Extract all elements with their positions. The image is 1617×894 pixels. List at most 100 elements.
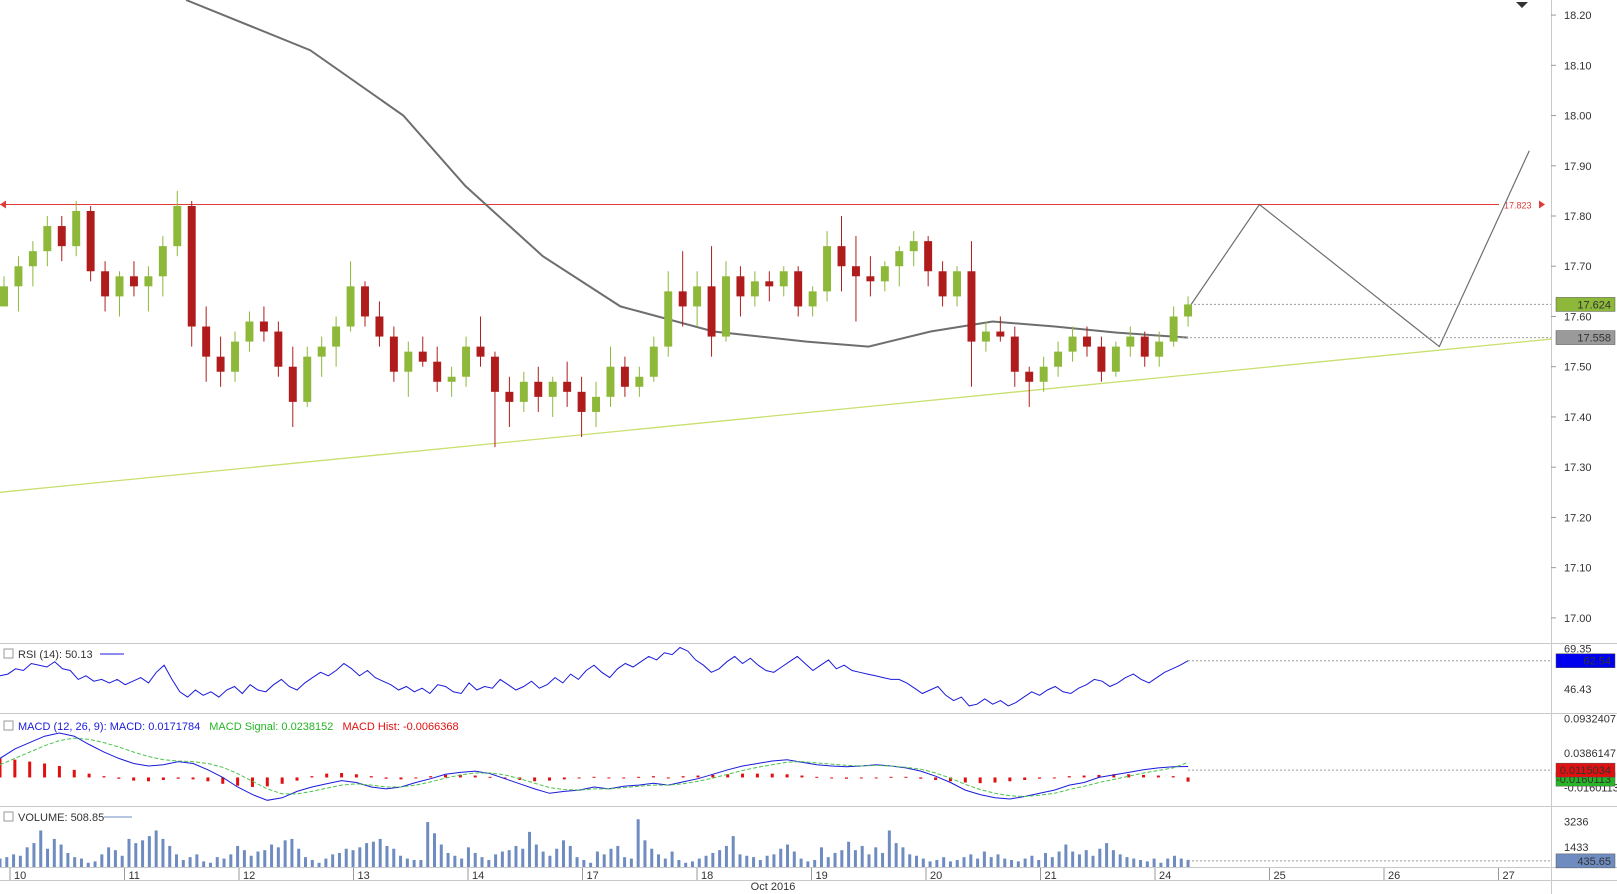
price-y-tick-label: 17.70 — [1564, 261, 1592, 273]
volume-panel[interactable] — [0, 819, 1551, 867]
candle — [115, 271, 124, 317]
macd-legend[interactable]: MACD (12, 26, 9): MACD: 0.0171784 MACD S… — [3, 720, 459, 733]
macd-panel[interactable] — [0, 732, 1551, 801]
candle — [144, 266, 153, 312]
candle — [678, 251, 687, 327]
candle — [346, 261, 355, 332]
volume-bar — [113, 850, 117, 867]
macd-hist-bar — [696, 775, 700, 778]
candle — [57, 216, 66, 262]
volume-bar — [195, 854, 199, 867]
macd-hist-bar — [904, 776, 908, 778]
macd-hist-bar — [1038, 777, 1042, 779]
volume-bar — [731, 836, 735, 867]
volume-bar — [561, 840, 565, 867]
volume-bar — [405, 858, 409, 867]
candle — [1097, 336, 1106, 382]
candle — [895, 246, 904, 287]
volume-bar — [25, 847, 29, 867]
volume-bar — [867, 854, 871, 867]
candle-body — [418, 351, 427, 362]
volume-bar — [236, 845, 240, 867]
volume-bar — [371, 841, 375, 867]
candle — [909, 231, 918, 267]
rsi-panel[interactable] — [0, 646, 1551, 707]
volume-bar — [1050, 857, 1054, 867]
last-price-label-text: 17.624 — [1577, 299, 1611, 311]
volume-legend[interactable]: VOLUME: 508.85 — [3, 811, 132, 824]
x-axis: 10 11 12 13 14 17 18 19 20 21 24 25 26 27 — [0, 868, 1617, 882]
macd-hist-bar — [934, 777, 938, 780]
candle-body — [664, 291, 673, 347]
candle — [924, 236, 933, 287]
volume-bar — [120, 855, 124, 867]
candle — [779, 266, 788, 297]
volume-bar — [738, 854, 742, 867]
volume-bar — [779, 848, 783, 867]
volume-y-tick-label: 3236 — [1564, 817, 1588, 829]
macd-legend-checkbox[interactable] — [3, 720, 14, 731]
volume-bar — [915, 855, 919, 867]
volume-bar — [792, 851, 796, 867]
x-tick-label: 12 — [243, 870, 255, 882]
macd-hist-bar — [191, 777, 195, 780]
volume-bar — [1010, 859, 1014, 867]
price-y-tick-label: 17.80 — [1564, 211, 1592, 223]
candle — [837, 216, 846, 292]
volume-bar — [412, 859, 416, 867]
macd-value-label: 0.0115034 — [1555, 762, 1616, 778]
macd-hist-bar — [43, 763, 47, 778]
volume-bar — [758, 859, 762, 867]
macd-hist-bar — [1082, 775, 1086, 778]
x-tick-label: 13 — [358, 870, 370, 882]
volume-legend-checkbox[interactable] — [3, 811, 14, 822]
candle-body — [592, 396, 601, 412]
volume-bar — [168, 845, 172, 867]
volume-bar — [1037, 859, 1041, 867]
macd-hist-bar — [681, 776, 685, 778]
candle — [317, 336, 326, 377]
candle-body — [1068, 336, 1077, 352]
price-y-tick-label: 17.40 — [1564, 412, 1592, 424]
x-tick-label: 10 — [14, 870, 26, 882]
volume-bar — [1152, 858, 1156, 867]
volume-value-label: 435.65 — [1555, 853, 1616, 869]
volume-bar — [623, 857, 627, 867]
rsi-legend-checkbox[interactable] — [3, 648, 14, 659]
volume-bar — [337, 852, 341, 867]
candle — [519, 371, 528, 412]
macd-hist-bar — [711, 774, 715, 778]
macd-hist-bar — [547, 777, 551, 781]
candle — [722, 261, 730, 342]
candle — [823, 231, 832, 302]
macd-hist-bar — [265, 777, 269, 787]
volume-bar — [453, 855, 457, 867]
volume-bar — [894, 843, 898, 867]
candle-body — [895, 251, 904, 267]
candle — [447, 366, 456, 397]
volume-bar — [181, 859, 185, 867]
volume-bar — [324, 858, 328, 867]
macd-hist-bar — [458, 774, 462, 778]
candle — [953, 266, 961, 307]
macd-hist-bar — [844, 777, 848, 779]
volume-bar — [1057, 851, 1061, 867]
candle — [389, 326, 398, 382]
candle — [28, 241, 37, 287]
chevron-down-icon[interactable] — [1516, 2, 1528, 8]
volume-bar — [419, 859, 423, 867]
candle-body — [953, 271, 961, 297]
volume-bar — [1077, 854, 1081, 867]
candle — [1155, 331, 1164, 367]
candle-body — [433, 361, 442, 382]
candle-body — [288, 366, 297, 402]
rsi-legend[interactable]: RSI (14): 50.13 — [3, 648, 124, 661]
macd-hist-bar — [354, 774, 358, 778]
candle — [505, 376, 514, 427]
price-y-tick-label: 17.50 — [1564, 362, 1592, 374]
macd-hist-bar — [726, 774, 730, 778]
x-tick-label: 18 — [701, 870, 713, 882]
price-panel[interactable]: 17.823 — [0, 0, 1552, 493]
candle-body — [216, 356, 225, 372]
candle-body — [187, 205, 196, 327]
